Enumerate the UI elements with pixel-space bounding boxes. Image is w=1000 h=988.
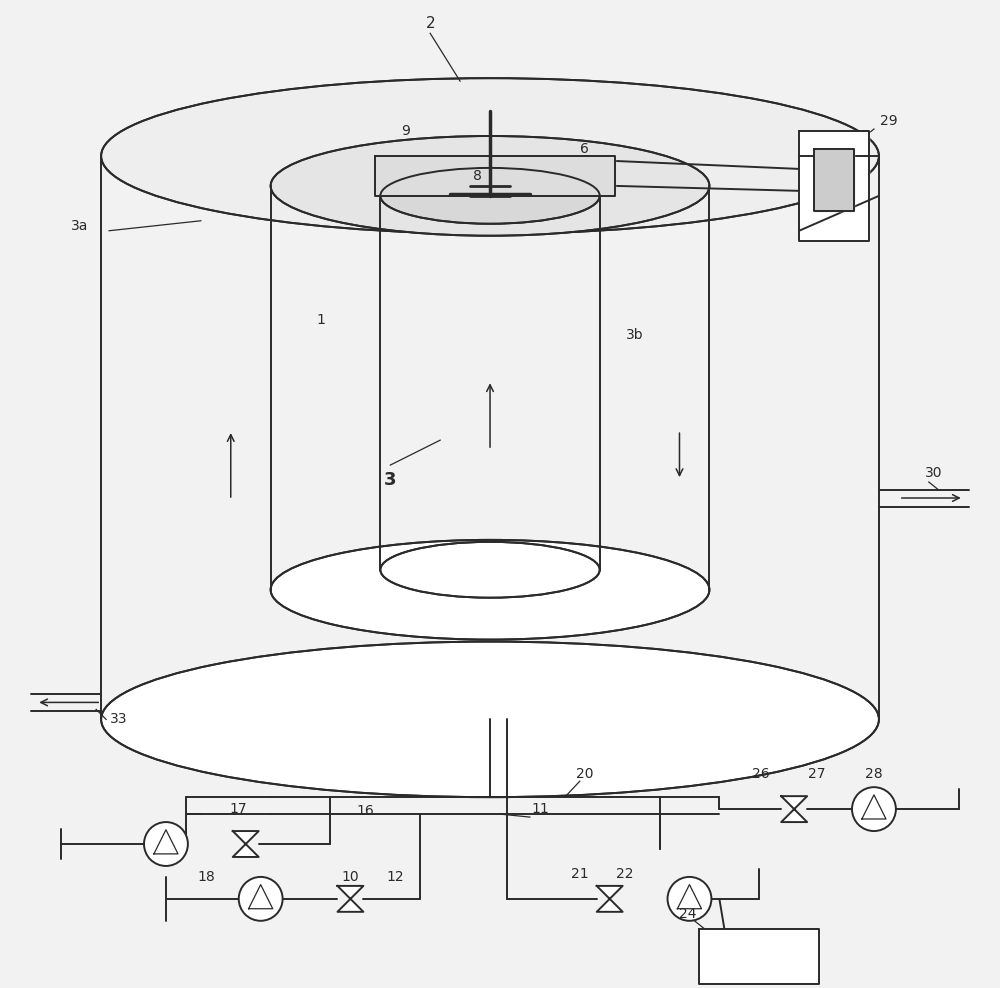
- Polygon shape: [597, 886, 623, 912]
- Text: 3b: 3b: [626, 328, 643, 343]
- Text: 27: 27: [808, 768, 826, 782]
- Ellipse shape: [380, 168, 600, 223]
- Text: 2: 2: [425, 16, 435, 31]
- Text: 20: 20: [576, 768, 594, 782]
- Text: 10: 10: [342, 869, 359, 884]
- Polygon shape: [799, 131, 869, 241]
- Text: 12: 12: [386, 869, 404, 884]
- Text: 22: 22: [616, 866, 633, 881]
- Text: 33: 33: [110, 712, 128, 726]
- Text: 11: 11: [531, 802, 549, 816]
- Circle shape: [852, 787, 896, 831]
- Ellipse shape: [271, 136, 709, 236]
- Text: 24: 24: [679, 907, 696, 921]
- Text: 17: 17: [230, 802, 248, 816]
- Polygon shape: [337, 886, 363, 912]
- Polygon shape: [781, 796, 807, 822]
- Text: 9: 9: [401, 124, 410, 138]
- Text: 16: 16: [357, 804, 374, 818]
- Text: 21: 21: [571, 866, 589, 881]
- Polygon shape: [375, 156, 615, 196]
- Ellipse shape: [101, 641, 879, 797]
- Polygon shape: [233, 831, 259, 857]
- Ellipse shape: [380, 541, 600, 598]
- Text: 8: 8: [473, 169, 482, 183]
- Text: 18: 18: [197, 869, 215, 884]
- Polygon shape: [814, 149, 854, 210]
- Text: 6: 6: [580, 142, 589, 156]
- Text: 26: 26: [752, 768, 770, 782]
- Circle shape: [239, 877, 283, 921]
- Circle shape: [668, 877, 711, 921]
- Ellipse shape: [271, 539, 709, 639]
- Text: 28: 28: [865, 768, 883, 782]
- Ellipse shape: [101, 78, 879, 234]
- Text: 3: 3: [384, 471, 397, 489]
- Text: 29: 29: [880, 114, 898, 128]
- Text: 30: 30: [925, 466, 943, 480]
- Text: 1: 1: [316, 313, 325, 327]
- Polygon shape: [699, 929, 819, 984]
- Circle shape: [144, 822, 188, 865]
- Text: 3a: 3a: [70, 218, 88, 233]
